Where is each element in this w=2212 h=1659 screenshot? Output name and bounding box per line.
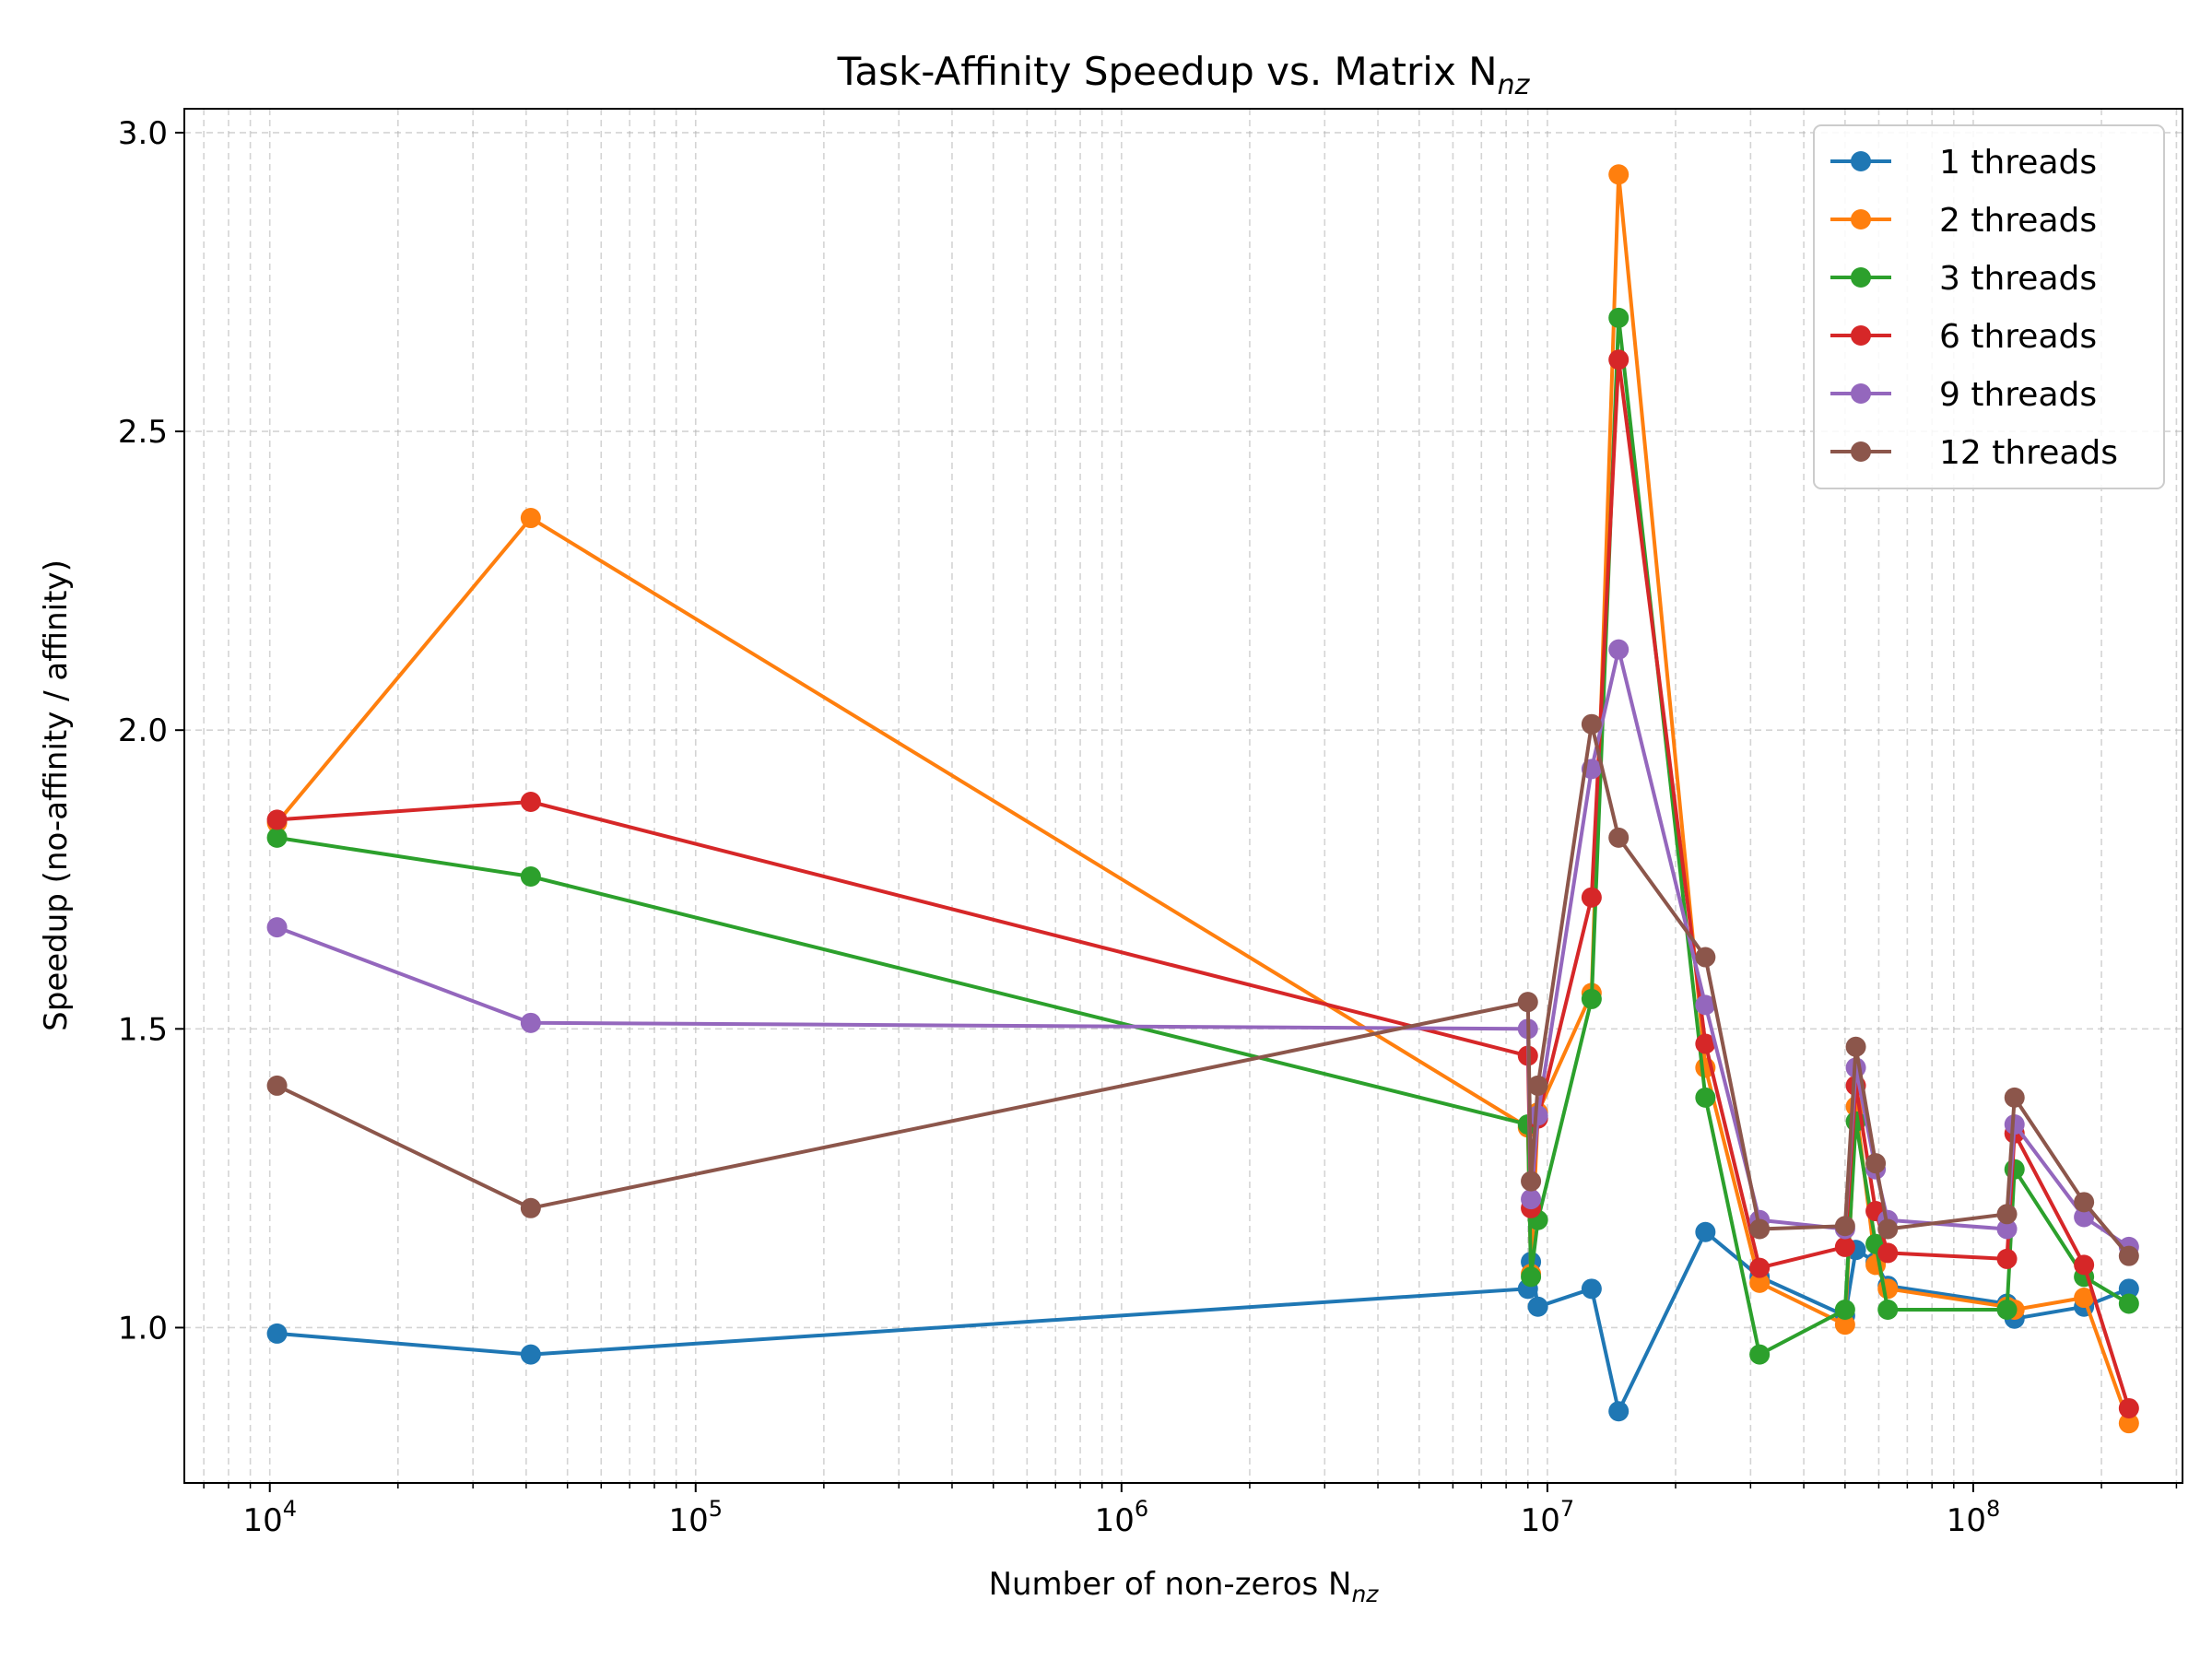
legend-item: 1 threads [1830,144,2097,182]
data-point [1521,1189,1542,1210]
x-tick-label: 108 [1947,1496,2001,1539]
data-point [2074,1254,2095,1276]
data-point [1834,1236,1855,1257]
data-point [1608,1401,1630,1422]
data-point [1865,1153,1887,1174]
data-point [266,917,288,938]
data-point [2118,1245,2139,1266]
data-point [1695,1221,1716,1242]
data-point [1877,1278,1899,1300]
legend-marker [1851,267,1871,288]
data-point [1834,1314,1855,1335]
data-point [266,1323,288,1344]
data-point [1608,827,1630,848]
data-point [1996,1300,2018,1321]
data-point [2074,1192,2095,1213]
y-tick-label: 2.0 [118,712,168,749]
legend-marker [1851,151,1871,171]
data-point [1581,713,1602,735]
x-axis-label: Number of non-zeros Nnz [989,1566,1380,1607]
data-point [1521,1266,1542,1288]
chart-title: Task-Affinity Speedup vs. Matrix Nnz [837,49,1531,101]
data-point [520,1012,541,1033]
series-group [266,164,2139,1434]
data-point [1695,947,1716,968]
data-point [266,809,288,830]
y-tick-label: 3.0 [118,115,168,152]
x-tick-label: 107 [1521,1496,1575,1539]
legend-label: 6 threads [1939,318,2097,356]
data-point [1695,1087,1716,1108]
data-point [520,508,541,529]
legend-item: 12 threads [1830,434,2118,472]
data-point [1749,1272,1771,1293]
data-point [1608,639,1630,660]
data-point [1834,1216,1855,1237]
data-point [1517,992,1538,1013]
data-point [1996,1218,2018,1240]
legend-label: 1 threads [1939,144,2097,182]
legend-item: 2 threads [1830,202,2097,240]
legend-marker [1851,441,1871,462]
x-tick-label: 104 [242,1496,297,1539]
data-point [1877,1218,1899,1240]
data-point [1749,1218,1771,1240]
legend-item: 9 threads [1830,376,2097,414]
data-point [1996,1204,2018,1225]
x-tick-label: 105 [669,1496,724,1539]
data-point [1877,1242,1899,1264]
data-point [266,1075,288,1096]
legend-label: 9 threads [1939,376,2097,414]
data-point [1581,887,1602,908]
data-point [520,1344,541,1365]
x-tick-label: 106 [1095,1496,1149,1539]
data-point [1845,1036,1866,1057]
legend-label: 12 threads [1939,434,2118,472]
data-point [1695,1033,1716,1054]
data-point [520,866,541,888]
data-point [520,1197,541,1218]
plot-area-frame [183,108,2183,1484]
y-tick-label: 2.5 [118,414,168,451]
data-point [1608,164,1630,185]
data-point [1749,1344,1771,1365]
data-point [520,791,541,812]
legend-marker [1851,383,1871,404]
data-point [2074,1206,2095,1228]
data-point [1527,1296,1548,1317]
data-point [1608,307,1630,328]
data-point [2118,1293,2139,1314]
data-point [1581,988,1602,1009]
legend-marker [1851,209,1871,229]
data-point [2118,1413,2139,1434]
data-point [2118,1397,2139,1418]
data-point [2118,1278,2139,1300]
series-12-threads [266,713,2139,1266]
legend-marker [1851,325,1871,346]
legend-item: 6 threads [1830,318,2097,356]
data-point [1749,1257,1771,1278]
y-axis-label: Speedup (no-affinity / affinity) [38,559,75,1031]
legend-item: 3 threads [1830,260,2097,298]
data-point [2004,1087,2025,1108]
data-point [1695,994,1716,1016]
legend-label: 2 threads [1939,202,2097,240]
data-point [1527,1105,1548,1126]
data-point [1521,1171,1542,1192]
y-tick-label: 1.0 [118,1310,168,1347]
data-point [266,827,288,848]
legend-box [1813,124,2165,489]
y-tick-label: 1.5 [118,1011,168,1048]
data-point [1527,1075,1548,1096]
data-point [1834,1300,1855,1321]
data-point [1608,349,1630,371]
legend: 1 threads 2 threads 3 threads 6 threads 9 th… [1813,124,2165,489]
data-point [2074,1288,2095,1309]
data-point [1996,1248,2018,1269]
data-point [1877,1300,1899,1321]
axis-ticks: 1.0 1.5 2.0 2.5 3.0 104 105 106 107 108 [118,115,2178,1539]
legend-label: 3 threads [1939,260,2097,298]
data-point [1581,1278,1602,1300]
